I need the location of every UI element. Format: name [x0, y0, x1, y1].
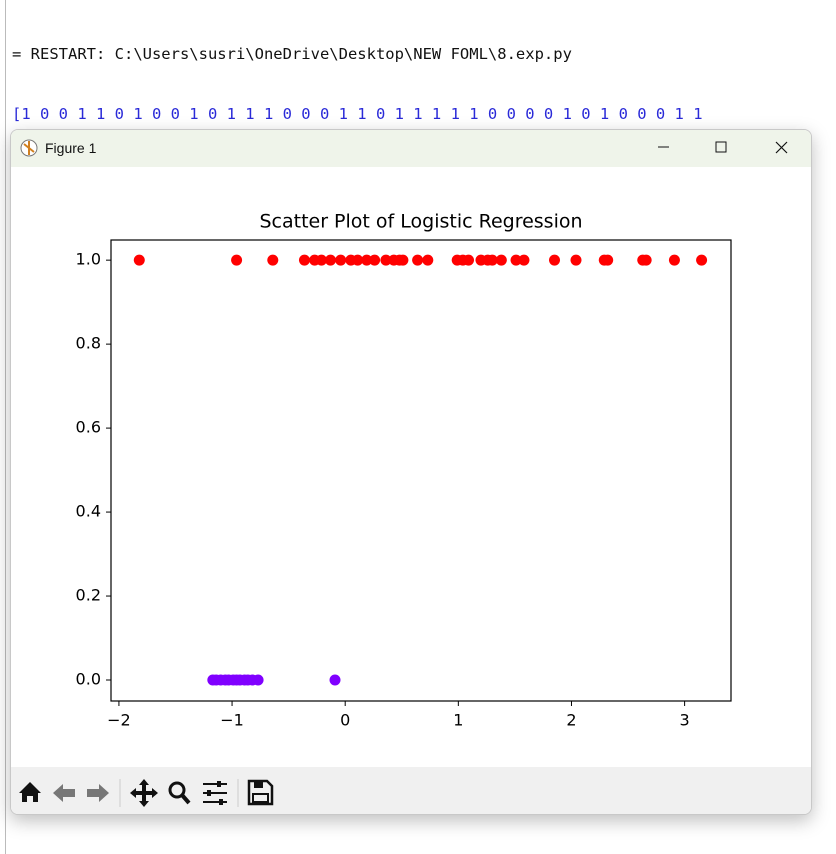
point	[335, 254, 347, 266]
configure-knobs	[207, 781, 223, 805]
x-tick-label: −1	[220, 711, 244, 730]
point	[640, 254, 652, 266]
point	[486, 254, 498, 266]
pan-button[interactable]	[130, 779, 158, 807]
point	[696, 254, 708, 266]
point	[549, 254, 561, 266]
point	[369, 254, 381, 266]
y-tick-label: 0.8	[76, 334, 101, 353]
point	[602, 254, 614, 266]
point	[315, 254, 327, 266]
point	[298, 254, 310, 266]
save-button[interactable]	[247, 779, 274, 806]
point	[252, 674, 264, 686]
chart-title: Scatter Plot of Logistic Regression	[259, 211, 582, 233]
editor-edge	[5, 0, 6, 854]
app-icon-mark	[23, 141, 35, 155]
save-icon-part	[254, 782, 263, 788]
y-tick-label: 0.4	[76, 502, 101, 521]
point	[361, 254, 373, 266]
close-button[interactable]	[775, 141, 788, 154]
x-tick-label: 3	[680, 711, 690, 730]
figure-window: Figure 1 Scatter Plot of Logistic Regres…	[10, 129, 812, 815]
point	[133, 254, 145, 266]
point	[231, 254, 243, 266]
forward-button[interactable]	[87, 784, 109, 802]
x-tick-label: −2	[107, 711, 131, 730]
point	[518, 254, 530, 266]
maximize-button[interactable]	[715, 141, 727, 153]
point	[412, 254, 424, 266]
back-button[interactable]	[53, 784, 75, 802]
y-tick-label: 1.0	[76, 250, 101, 269]
zoom-button[interactable]	[168, 781, 186, 799]
point	[463, 254, 475, 266]
title-bar-icons	[20, 139, 788, 157]
save-icon-part	[252, 793, 269, 803]
point	[495, 254, 507, 266]
x-tick-label: 2	[566, 711, 576, 730]
window-title: Figure 1	[45, 140, 97, 156]
y-tick-label: 0.6	[76, 418, 101, 437]
y-tick-label: 0.0	[76, 670, 101, 689]
point	[422, 254, 434, 266]
zoom-handle	[180, 793, 191, 805]
toolbar	[11, 767, 811, 814]
x-tick-label: 1	[453, 711, 463, 730]
plot-frame	[110, 239, 732, 702]
console-line: [1 0 0 1 1 0 1 0 0 1 0 1 1 1 0 0 0 1 1 0…	[12, 105, 703, 123]
point	[510, 254, 522, 266]
toolbar-icons	[19, 779, 274, 807]
point	[324, 254, 336, 266]
x-tick-label: 0	[340, 711, 350, 730]
point	[397, 254, 409, 266]
point	[668, 254, 680, 266]
point	[570, 254, 582, 266]
point	[352, 254, 364, 266]
home-button[interactable]	[19, 782, 41, 802]
configure-button[interactable]	[203, 783, 227, 803]
point	[267, 254, 279, 266]
console-line: = RESTART: C:\Users\susri\OneDrive\Deskt…	[12, 45, 572, 63]
chart: Scatter Plot of Logistic Regression −2 −1…	[76, 211, 732, 730]
title-bar: Figure 1	[11, 130, 811, 167]
y-tick-label: 0.2	[76, 586, 101, 605]
point	[329, 674, 341, 686]
point	[380, 254, 392, 266]
